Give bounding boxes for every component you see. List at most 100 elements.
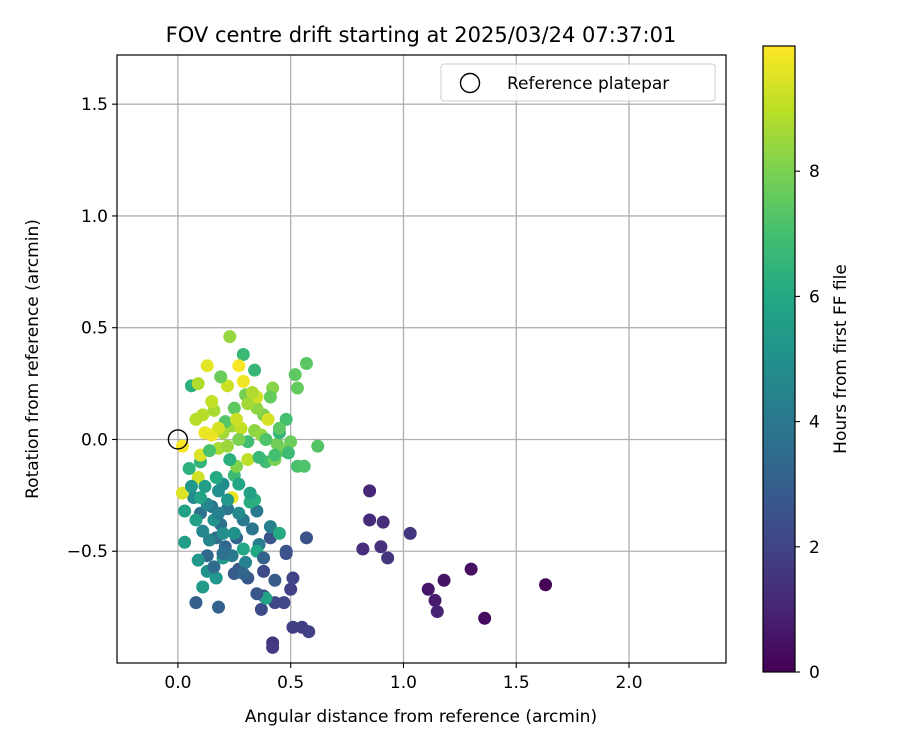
data-point-52 xyxy=(212,484,225,498)
data-point-4 xyxy=(421,582,435,596)
data-point-49 xyxy=(196,524,210,538)
colorbar-tick-label-0: 0 xyxy=(809,663,820,683)
data-point-8 xyxy=(363,513,377,527)
data-point-142 xyxy=(241,397,255,411)
data-point-144 xyxy=(230,412,244,426)
plot-frame xyxy=(116,54,727,664)
data-point-59 xyxy=(178,535,192,549)
data-point-33 xyxy=(189,596,203,610)
data-point-6 xyxy=(430,605,444,619)
data-point-44 xyxy=(250,504,264,518)
data-point-121 xyxy=(252,450,266,464)
data-point-95 xyxy=(241,453,255,467)
data-point-80 xyxy=(288,368,302,382)
data-point-151 xyxy=(268,448,282,462)
data-point-79 xyxy=(299,356,313,370)
data-point-25 xyxy=(257,564,271,578)
data-point-117 xyxy=(227,401,241,415)
data-point-137 xyxy=(207,560,221,574)
data-point-97 xyxy=(221,379,235,393)
x-tick-label-1: 0.5 xyxy=(277,673,304,693)
colorbar-label: Hours from first FF file xyxy=(831,264,851,454)
data-point-123 xyxy=(223,453,237,467)
x-tick-label-4: 2.0 xyxy=(615,673,642,693)
data-point-3 xyxy=(437,573,451,587)
data-point-18 xyxy=(302,625,316,639)
data-point-106 xyxy=(198,426,212,440)
data-point-75 xyxy=(279,412,293,426)
y-tick-label-2: 0.5 xyxy=(81,319,108,339)
data-point-13 xyxy=(403,526,417,540)
data-point-82 xyxy=(284,435,298,449)
data-point-141 xyxy=(250,587,264,601)
data-point-46 xyxy=(263,520,277,534)
data-point-112 xyxy=(221,439,235,453)
data-point-19 xyxy=(284,582,298,596)
x-axis: 0.0 0.5 1.0 1.5 2.0 xyxy=(164,663,643,693)
data-point-21 xyxy=(277,596,291,610)
legend-box xyxy=(440,63,716,102)
data-point-99 xyxy=(261,412,275,426)
data-point-15 xyxy=(266,640,280,654)
data-point-136 xyxy=(216,546,230,560)
data-point-61 xyxy=(178,504,192,518)
data-point-72 xyxy=(236,348,250,362)
data-point-140 xyxy=(268,573,282,587)
data-point-133 xyxy=(212,506,225,520)
data-point-55 xyxy=(209,571,223,585)
y-tick-label-4: 1.5 xyxy=(81,95,108,115)
colorbar-tick-label-4: 8 xyxy=(809,162,820,182)
data-point-89 xyxy=(223,330,237,344)
data-point-0 xyxy=(539,578,553,592)
data-point-131 xyxy=(232,506,246,520)
y-axis: −0.5 0.0 0.5 1.0 1.5 xyxy=(67,95,117,562)
data-point-149 xyxy=(272,421,286,435)
data-points xyxy=(175,330,553,654)
data-point-5 xyxy=(428,593,442,607)
colorbar-tick-label-2: 4 xyxy=(809,413,820,433)
data-point-109 xyxy=(205,394,219,408)
data-point-20 xyxy=(286,571,300,585)
data-point-9 xyxy=(356,542,370,556)
data-point-11 xyxy=(374,540,388,554)
data-point-27 xyxy=(279,544,293,558)
x-tick-label-3: 1.5 xyxy=(503,673,530,693)
data-point-125 xyxy=(232,477,246,491)
data-point-81 xyxy=(290,381,304,395)
data-point-32 xyxy=(227,567,241,581)
data-point-53 xyxy=(227,526,241,540)
colorbar-tick-label-1: 2 xyxy=(809,538,820,558)
data-point-12 xyxy=(381,551,395,565)
data-point-139 xyxy=(257,551,271,565)
x-tick-label-2: 1.0 xyxy=(390,673,417,693)
data-point-69 xyxy=(182,462,196,476)
data-point-93 xyxy=(191,377,205,391)
data-point-56 xyxy=(191,553,205,567)
y-tick-label-1: 0.0 xyxy=(81,430,108,450)
data-point-150 xyxy=(259,432,273,446)
data-point-138 xyxy=(236,567,250,581)
x-axis-label: Angular distance from reference (arcmin) xyxy=(245,707,597,727)
y-tick-label-3: 1.0 xyxy=(81,207,108,227)
reference-platepar-marker xyxy=(167,429,189,450)
data-point-24 xyxy=(254,602,268,616)
data-point-152 xyxy=(281,446,295,460)
colorbar-ticks: 0 2 4 6 8 xyxy=(795,162,820,683)
data-point-148 xyxy=(263,390,277,404)
legend-marker-open-circle-icon xyxy=(459,72,481,94)
data-point-1 xyxy=(478,611,492,625)
data-point-34 xyxy=(212,600,225,614)
data-point-63 xyxy=(236,542,250,556)
y-tick-label-0: −0.5 xyxy=(67,542,108,562)
data-point-2 xyxy=(464,562,478,576)
data-point-130 xyxy=(216,526,230,540)
data-point-77 xyxy=(297,459,311,473)
data-point-48 xyxy=(202,533,216,547)
colorbar-gradient xyxy=(762,45,796,673)
data-point-127 xyxy=(198,479,212,493)
data-point-16 xyxy=(286,620,300,634)
data-point-119 xyxy=(202,444,216,458)
legend: Reference platepar xyxy=(440,63,716,102)
data-point-47 xyxy=(239,555,253,569)
data-point-116 xyxy=(214,370,228,384)
